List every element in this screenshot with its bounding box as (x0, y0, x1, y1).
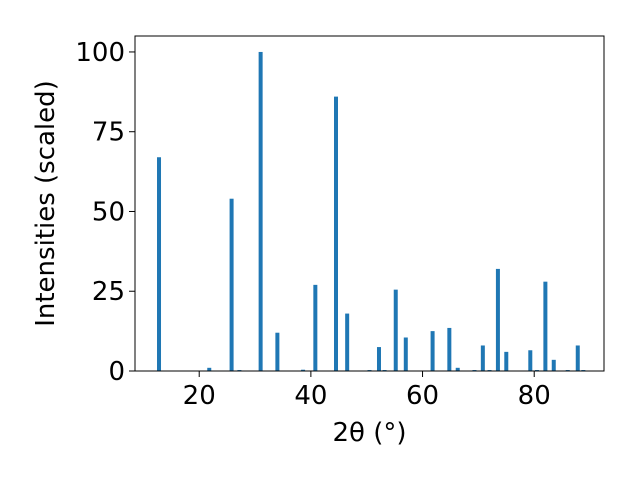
bar (480, 345, 485, 371)
bar (334, 96, 338, 372)
y-axis-ticks: 0 25 50 75 100 (75, 38, 135, 387)
y-tick-label: 25 (92, 277, 125, 307)
x-tick-label: 80 (518, 381, 551, 411)
bar (345, 313, 350, 371)
bar (528, 350, 533, 371)
bar (393, 289, 398, 371)
bar (157, 157, 162, 371)
bar (430, 331, 435, 371)
bar (376, 347, 381, 371)
x-tick-label: 20 (183, 381, 216, 411)
x-axis-ticks: 20 40 60 80 (183, 371, 551, 411)
bar (575, 345, 580, 371)
bar (258, 51, 263, 371)
y-tick-label: 100 (75, 38, 125, 68)
x-tick-label: 60 (406, 381, 439, 411)
y-tick-label: 0 (108, 357, 125, 387)
bar (207, 367, 212, 371)
bar (504, 351, 509, 371)
x-tick-label: 40 (294, 381, 327, 411)
plot-frame (134, 35, 605, 372)
y-tick-label: 75 (92, 118, 125, 148)
bar (455, 367, 460, 371)
bar (551, 359, 556, 371)
bar (543, 281, 548, 371)
bar (301, 369, 306, 371)
x-axis-label: 2θ (°) (332, 418, 406, 448)
bar (403, 337, 408, 371)
bar (447, 327, 452, 371)
bar (495, 268, 500, 371)
bar (229, 198, 234, 371)
y-tick-label: 50 (92, 197, 125, 227)
bar (275, 332, 280, 371)
y-axis-label: Intensities (scaled) (31, 80, 61, 327)
bars-group (157, 51, 586, 372)
bar (313, 284, 318, 371)
